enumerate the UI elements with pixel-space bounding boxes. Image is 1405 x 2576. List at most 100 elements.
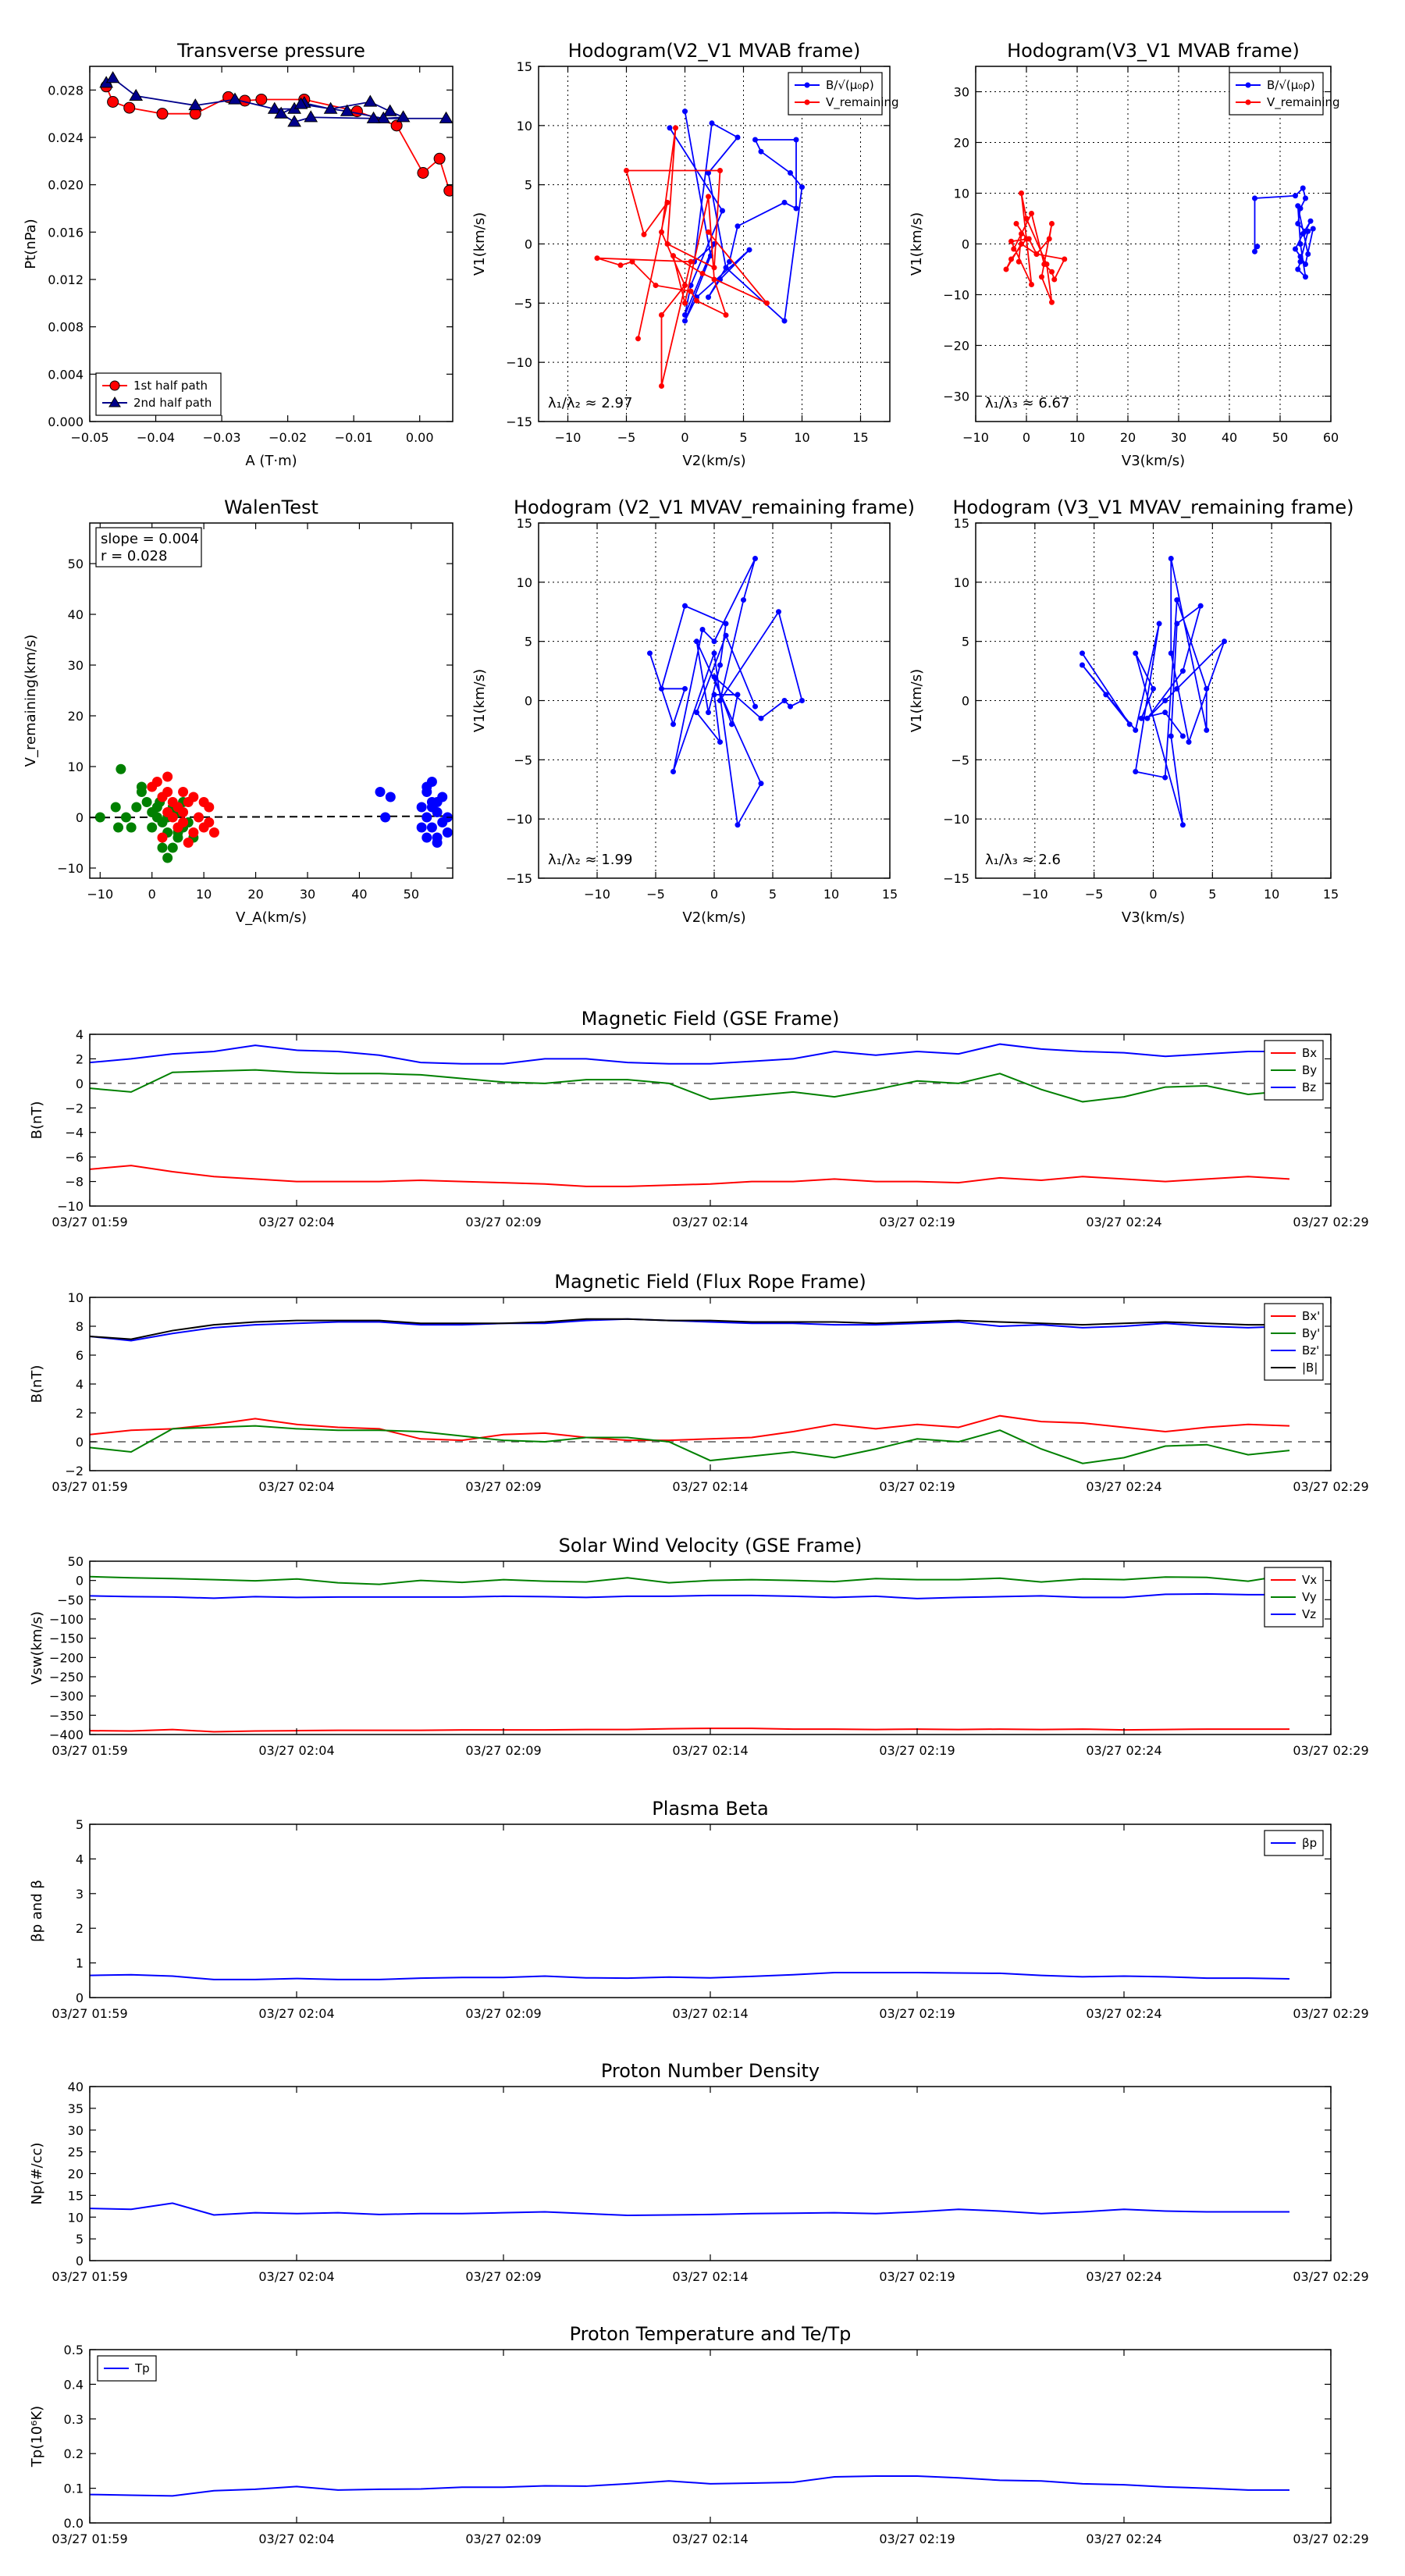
data-point	[287, 115, 301, 127]
series-line-1	[90, 1069, 1290, 1103]
data-point	[752, 556, 758, 561]
x-tick-label: 03/27 02:19	[879, 2006, 955, 2021]
data-point	[151, 812, 162, 823]
y-axis-label: V1(km/s)	[909, 669, 925, 732]
series-line-0	[90, 2475, 1289, 2497]
chart-title: Magnetic Field (Flux Rope Frame)	[554, 1271, 866, 1293]
axes-frame	[89, 1560, 1332, 1735]
y-tick-label: −10	[943, 812, 969, 827]
y-tick-label: 5	[962, 635, 969, 649]
data-point	[1179, 668, 1186, 674]
data-point	[624, 167, 629, 173]
data-point	[1303, 274, 1308, 280]
series-line-0	[649, 558, 803, 827]
y-tick-label: 30	[954, 85, 969, 100]
x-tick-label: 03/27 02:09	[465, 1215, 541, 1229]
x-tick-label: −5	[617, 430, 636, 445]
y-tick-label: −10	[57, 1199, 84, 1214]
x-tick-label: −10	[87, 887, 113, 902]
series-line-1	[90, 1574, 1290, 1585]
data-point	[162, 852, 173, 863]
data-point	[1103, 692, 1109, 698]
data-point	[188, 827, 199, 838]
y-axis-label: V1(km/s)	[471, 669, 488, 732]
data-point	[670, 253, 676, 259]
plot-area	[90, 2475, 1289, 2497]
axes-frame	[89, 66, 454, 422]
data-point	[799, 184, 805, 190]
x-tick-label: 03/27 02:19	[879, 2269, 955, 2284]
legend-label: V_remaining	[1267, 95, 1340, 110]
y-tick-label: −10	[943, 288, 969, 303]
data-point	[1156, 621, 1162, 627]
legend-label: βp	[1302, 1836, 1317, 1850]
data-point	[422, 781, 432, 792]
x-tick-label: 03/27 02:24	[1086, 1743, 1161, 1758]
data-point	[711, 639, 717, 645]
plot-area	[90, 2202, 1289, 2217]
data-point	[366, 111, 381, 123]
data-point	[723, 632, 729, 639]
x-axis-label: A (T·m)	[245, 453, 297, 469]
data-point	[1222, 639, 1227, 645]
data-point	[1168, 733, 1174, 739]
y-tick-label: 0	[76, 1435, 84, 1450]
x-tick-label: −10	[962, 430, 989, 445]
data-point	[735, 223, 741, 229]
y-tick-label: 0.5	[64, 2343, 84, 2357]
legend-label: 2nd half path	[133, 396, 212, 410]
data-point	[673, 125, 678, 131]
series-line-2	[90, 1043, 1289, 1065]
data-point	[1204, 685, 1210, 692]
data-point	[1019, 231, 1024, 237]
legend-marker	[804, 82, 810, 88]
x-tick-label: 20	[247, 887, 263, 902]
data-point	[653, 283, 659, 289]
data-point	[735, 822, 741, 828]
data-point	[204, 817, 215, 827]
data-point	[1307, 218, 1314, 224]
legend-label: B/√(μ₀ρ)	[1267, 78, 1315, 92]
legend: 1st half path 2nd half path	[95, 372, 222, 416]
x-tick-label: 03/27 02:09	[465, 1743, 541, 1758]
plot-area	[90, 1574, 1290, 1733]
data-point	[1008, 256, 1014, 262]
data-point	[1297, 241, 1304, 247]
data-point	[694, 710, 699, 716]
data-point	[659, 229, 664, 235]
data-point	[706, 294, 711, 301]
data-point	[711, 692, 717, 698]
series-line-1	[90, 1425, 1290, 1464]
y-tick-label: 0	[525, 694, 532, 709]
data-point	[664, 199, 670, 205]
legend-label: Bz	[1302, 1080, 1316, 1094]
data-point	[178, 817, 189, 827]
data-point	[1162, 774, 1168, 781]
x-tick-label: 5	[739, 430, 747, 445]
x-tick-label: 03/27 02:09	[465, 2006, 541, 2021]
x-tick-label: 0	[148, 887, 156, 902]
axes-frame	[975, 66, 1332, 422]
y-tick-label: −100	[49, 1612, 84, 1627]
data-point	[781, 318, 788, 324]
data-point	[194, 812, 204, 823]
solar-wind-velocity-chart: −400 −350 −300 −250 −200 −150 −100 −50 0 50 03/27 …	[29, 1535, 1369, 1758]
y-tick-label: 30	[68, 2123, 84, 2138]
data-point	[162, 787, 173, 797]
data-point	[682, 109, 688, 115]
series-line-0	[90, 2202, 1289, 2217]
data-point	[323, 101, 338, 114]
y-tick-label: 10	[517, 119, 532, 133]
x-tick-label: 03/27 02:04	[258, 2006, 334, 2021]
data-point	[188, 792, 199, 802]
chart-title: Proton Number Density	[601, 2060, 820, 2082]
y-tick-label: 0.3	[64, 2412, 84, 2427]
y-tick-label: 0.020	[48, 178, 84, 193]
y-tick-label: 10	[517, 575, 532, 590]
legend-label: Bx'	[1302, 1309, 1320, 1323]
x-tick-label: 15	[1323, 887, 1339, 902]
x-tick-label: 03/27 02:14	[672, 2269, 748, 2284]
data-point	[439, 111, 453, 123]
data-point	[1062, 256, 1068, 262]
data-point	[1293, 246, 1298, 252]
